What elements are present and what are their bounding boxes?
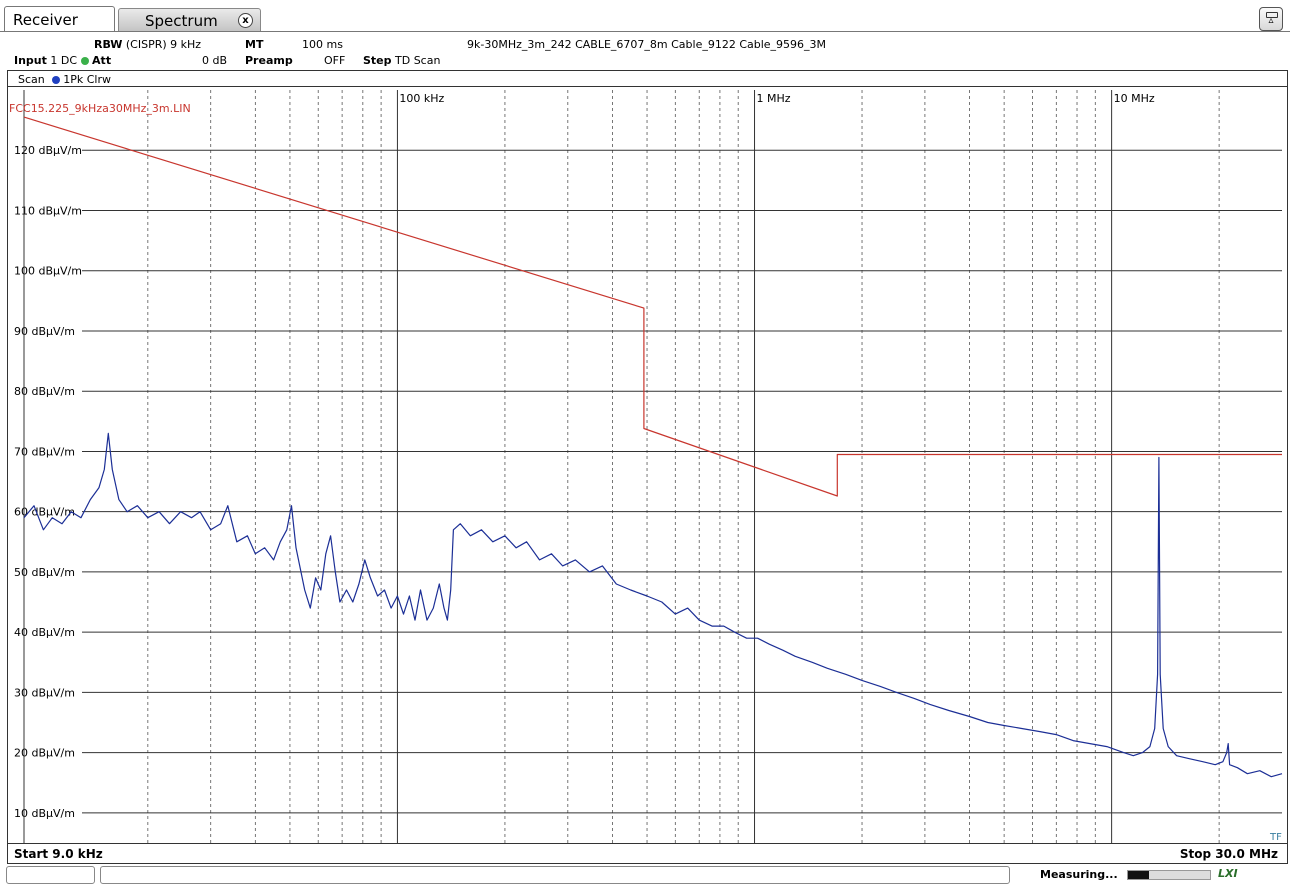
status-dot-icon xyxy=(80,57,89,65)
progress-fill xyxy=(1128,871,1149,879)
rbw-key: RBW xyxy=(94,38,123,51)
rbw-value: (CISPR) 9 kHz xyxy=(125,38,202,51)
preamp-value: OFF xyxy=(324,54,346,67)
y-tick-label: 40 dBµV/m xyxy=(14,626,75,639)
x-tick-label: 100 kHz xyxy=(399,92,444,105)
y-tick-label: 80 dBµV/m xyxy=(14,385,75,398)
y-tick-label: 110 dBµV/m xyxy=(14,204,82,217)
y-tick-label: 90 dBµV/m xyxy=(14,325,75,338)
info-input: Input 1 DC Att xyxy=(14,54,111,67)
trace-line xyxy=(23,432,1283,778)
y-tick-label: 120 dBµV/m xyxy=(14,144,82,157)
y-tick-label-bg xyxy=(10,625,82,640)
panel-title-divider xyxy=(7,86,1288,87)
tab-divider xyxy=(0,31,1290,32)
y-tick-label: 50 dBµV/m xyxy=(14,566,75,579)
y-tick-label: 20 dBµV/m xyxy=(14,747,75,760)
status-text: Measuring... xyxy=(1040,868,1118,881)
preamp-key: Preamp xyxy=(245,54,293,67)
y-tick-label-bg xyxy=(10,745,82,760)
att-key: Att xyxy=(92,54,112,67)
panel-title: Scan 1Pk Clrw xyxy=(18,73,111,86)
input-key: Input xyxy=(14,54,47,67)
display-config-icon[interactable]: ▵ xyxy=(1259,7,1283,31)
y-tick-label-bg xyxy=(10,143,82,158)
y-tick-label: 60 dBµV/m xyxy=(14,506,75,519)
y-tick-label-bg xyxy=(10,203,82,218)
y-tick-label-bg xyxy=(10,564,82,579)
close-icon[interactable]: x xyxy=(238,13,253,28)
trace-label: 1Pk Clrw xyxy=(63,73,112,86)
tab-spectrum[interactable]: Spectrum x xyxy=(118,8,261,32)
step-key: Step xyxy=(363,54,392,67)
transducer-list: 9k-30MHz_3m_242 CABLE_6707_8m Cable_9122… xyxy=(467,38,827,51)
tab-receiver[interactable]: Receiver xyxy=(4,6,115,32)
y-tick-label: 30 dBµV/m xyxy=(14,686,75,699)
status-bar: Measuring... LXI xyxy=(0,866,1290,886)
frequency-footer xyxy=(7,843,1288,864)
y-tick-label-bg xyxy=(10,805,82,820)
lxi-icon: LXI xyxy=(1218,867,1238,880)
y-tick-label-bg xyxy=(10,384,82,399)
status-field-main xyxy=(100,866,1010,884)
x-tick-label: 1 MHz xyxy=(757,92,791,105)
info-rbw: RBW (CISPR) 9 kHz xyxy=(94,38,201,51)
start-frequency: Start 9.0 kHz xyxy=(14,847,103,861)
status-field-left xyxy=(6,866,95,884)
stop-frequency: Stop 30.0 MHz xyxy=(1179,847,1278,861)
y-tick-label: 70 dBµV/m xyxy=(14,445,75,458)
mt-value: 100 ms xyxy=(302,38,343,51)
tab-bar: Receiver Spectrum x ▵ xyxy=(0,0,1290,32)
step-value: TD Scan xyxy=(395,54,441,67)
y-tick-label: 10 dBµV/m xyxy=(14,807,75,820)
y-tick-label: 100 dBµV/m xyxy=(14,265,82,278)
tab-spectrum-label: Spectrum xyxy=(145,12,218,30)
y-tick-label-bg xyxy=(10,685,82,700)
input-value: 1 DC xyxy=(50,54,78,67)
limit-line-label: FCC15.225_9kHza30MHz_3m.LIN xyxy=(9,102,191,115)
y-tick-label-bg xyxy=(10,444,82,459)
x-tick-label: 10 MHz xyxy=(1114,92,1155,105)
y-tick-label-bg xyxy=(10,504,82,519)
scan-label: Scan xyxy=(18,73,45,86)
limit-line xyxy=(23,116,1282,497)
att-value: 0 dB xyxy=(202,54,228,67)
y-tick-label-bg xyxy=(10,263,82,278)
y-tick-label-bg xyxy=(10,323,82,338)
tf-marker: TF xyxy=(1269,832,1282,843)
info-step: Step TD Scan xyxy=(363,54,440,67)
tab-receiver-label: Receiver xyxy=(13,11,78,29)
diagram-panel[interactable] xyxy=(7,70,1288,864)
progress-bar xyxy=(1127,870,1211,880)
mt-key: MT xyxy=(245,38,264,51)
trace-dot-icon xyxy=(51,76,60,84)
